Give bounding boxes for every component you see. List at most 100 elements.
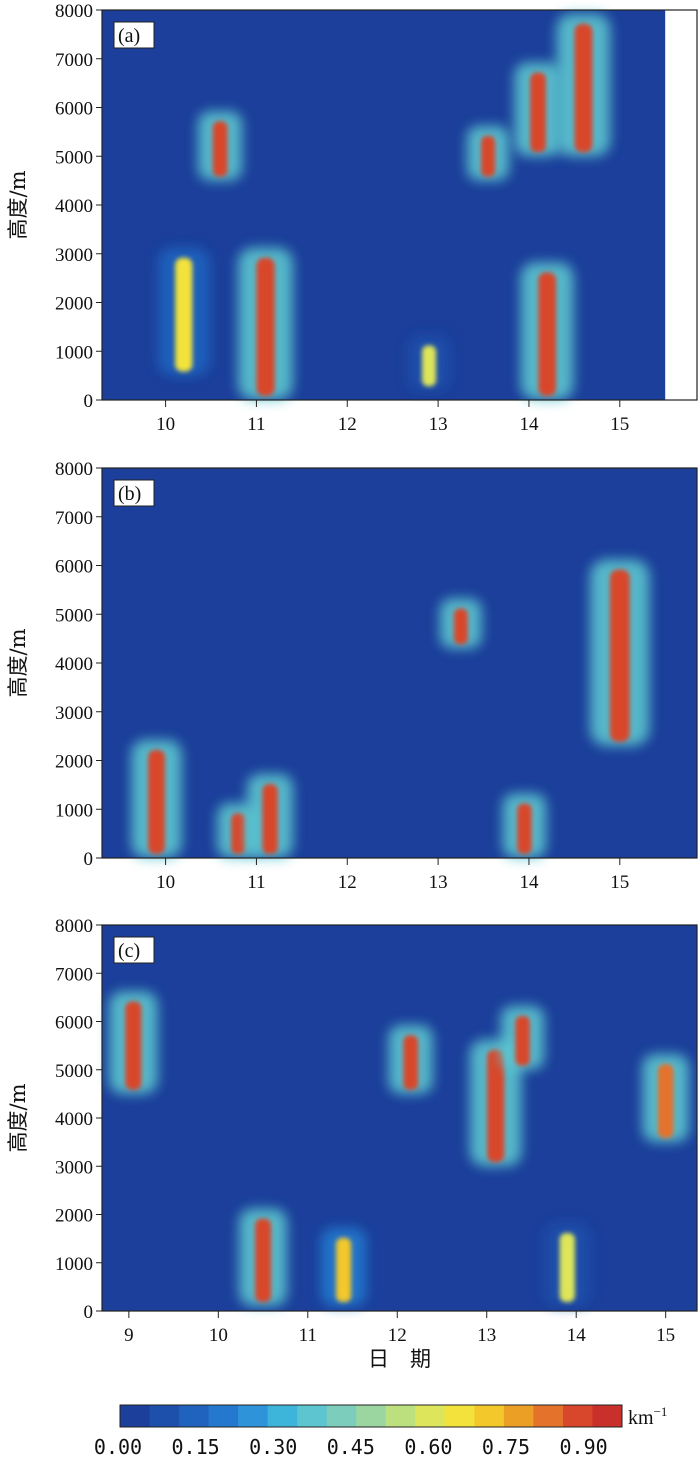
- y-tick-label: 5000: [55, 1061, 93, 1082]
- y-tick-label: 2000: [55, 1206, 93, 1227]
- colorbar-tick-label: 0.60: [404, 1435, 452, 1459]
- colorbar-cell: [179, 1405, 210, 1427]
- panel-c-feature-core: [255, 1218, 272, 1303]
- panel-a-x-ticks: 10 11 12 13 14 15: [156, 400, 629, 435]
- colorbar-tick-label: 0.75: [482, 1435, 530, 1459]
- colorbar-cell: [149, 1405, 180, 1427]
- panel-a-feature-core: [421, 345, 437, 387]
- colorbar-cell: [503, 1405, 534, 1427]
- y-tick-label: 1000: [55, 1254, 93, 1275]
- panel-b-y-ticks: 0 1000 2000 3000 4000 5000 6000 7000 8000: [55, 459, 102, 870]
- panel-b-feature-core: [148, 749, 165, 854]
- y-tick-label: 4000: [55, 654, 93, 675]
- y-tick-label: 7000: [55, 964, 93, 985]
- colorbar-tick-label: 0.30: [249, 1435, 297, 1459]
- panel-c-features: [109, 991, 690, 1307]
- y-tick-label: 7000: [55, 50, 93, 71]
- colorbar-tick-label: 0.45: [327, 1435, 375, 1459]
- panel-c-feature-core: [336, 1237, 352, 1303]
- colorbar-tick-labels: 0.00 0.15 0.30 0.45 0.60 0.75 0.90: [94, 1435, 608, 1459]
- colorbar-cell: [533, 1405, 564, 1427]
- panel-a-feature-core: [538, 272, 556, 396]
- panel-b-feature-core: [453, 608, 468, 645]
- panel-a-label: (a): [118, 25, 140, 47]
- y-tick-label: 8000: [55, 916, 93, 937]
- colorbar-cell: [297, 1405, 328, 1427]
- colorbar-cell: [238, 1405, 269, 1427]
- x-tick-label: 13: [429, 414, 448, 435]
- panel-c-feature-core: [487, 1049, 505, 1163]
- colorbar-tick-label: 0.15: [172, 1435, 220, 1459]
- panel-b-feature-core: [609, 569, 630, 742]
- panel-a-feature-core: [481, 135, 496, 177]
- colorbar-cell: [474, 1405, 505, 1427]
- y-tick-label: 0: [84, 849, 94, 870]
- panel-a-y-axis-label: 高度/m: [6, 170, 30, 239]
- colorbar-cell: [208, 1405, 239, 1427]
- y-tick-label: 2000: [55, 294, 93, 315]
- x-tick-label: 12: [388, 1325, 407, 1346]
- panel-a-y-ticks: 0 1000 2000 3000 4000 5000 6000 7000 8000: [55, 1, 102, 412]
- panel-c-feature-core: [657, 1064, 674, 1139]
- y-tick-label: 8000: [55, 459, 93, 480]
- colorbar-cell: [267, 1405, 298, 1427]
- colorbar-tick-label: 0.90: [560, 1435, 608, 1459]
- y-tick-label: 6000: [55, 99, 93, 120]
- x-tick-label: 14: [567, 1325, 587, 1346]
- panel-c: 0 1000 2000 3000 4000 5000 6000 7000 8000 9 10 11 1…: [6, 916, 698, 1371]
- x-tick-label: 11: [247, 872, 265, 893]
- x-tick-label: 11: [299, 1325, 317, 1346]
- colorbar-unit: km−1: [628, 1404, 667, 1429]
- colorbar-cell: [356, 1405, 387, 1427]
- x-tick-label: 13: [477, 1325, 496, 1346]
- panel-b: 0 1000 2000 3000 4000 5000 6000 7000 8000 10 11 12…: [6, 459, 698, 893]
- x-tick-label: 10: [156, 872, 175, 893]
- panel-c-y-ticks: 0 1000 2000 3000 4000 5000 6000 7000 8000: [55, 916, 102, 1323]
- colorbar-cell: [562, 1405, 593, 1427]
- y-tick-label: 0: [84, 1302, 94, 1323]
- panel-b-label-box: [113, 479, 155, 507]
- colorbar-unit-base: km: [628, 1407, 654, 1429]
- panel-c-feature-core: [559, 1232, 575, 1303]
- colorbar-cell: [120, 1405, 151, 1427]
- panel-b-features: [131, 559, 650, 858]
- x-tick-label: 15: [610, 872, 629, 893]
- y-tick-label: 7000: [55, 508, 93, 529]
- colorbar: 0.00 0.15 0.30 0.45 0.60 0.75 0.90 km−1: [94, 1404, 667, 1459]
- panel-b-label: (b): [118, 483, 141, 505]
- colorbar-cell: [326, 1405, 357, 1427]
- panel-c-label-box: [113, 936, 155, 964]
- x-tick-label: 15: [656, 1325, 675, 1346]
- y-tick-label: 8000: [55, 1, 93, 22]
- panel-c-feature-core: [125, 1001, 142, 1090]
- panel-a-feature-core: [175, 257, 193, 372]
- colorbar-cell: [444, 1405, 475, 1427]
- panel-a-feature-core: [530, 72, 546, 153]
- x-tick-label: 12: [338, 414, 357, 435]
- x-tick-label: 15: [610, 414, 629, 435]
- panel-c-background: [102, 925, 697, 1311]
- colorbar-tick-label: 0.00: [94, 1435, 142, 1459]
- panel-c-label: (c): [118, 940, 140, 962]
- x-axis-title: 日 期: [368, 1347, 431, 1371]
- panel-a-no-data-region: [665, 10, 697, 400]
- panel-a-label-box: [113, 21, 155, 49]
- x-tick-label: 10: [209, 1325, 228, 1346]
- y-tick-label: 5000: [55, 147, 93, 168]
- panel-c-feature-core: [403, 1035, 419, 1090]
- y-tick-label: 6000: [55, 557, 93, 578]
- y-tick-label: 5000: [55, 605, 93, 626]
- y-tick-label: 3000: [55, 1157, 93, 1178]
- colorbar-cell: [592, 1405, 623, 1427]
- panel-c-x-ticks: 9 10 11 12 13 14 15: [124, 1311, 675, 1346]
- panel-c-y-axis-label: 高度/m: [6, 1083, 30, 1152]
- x-tick-label: 12: [338, 872, 357, 893]
- y-tick-label: 6000: [55, 1013, 93, 1034]
- panel-a-feature-core: [256, 257, 275, 396]
- panel-b-feature-core: [262, 784, 278, 854]
- panel-b-feature-core: [231, 813, 246, 854]
- panel-a-feature-core: [574, 23, 593, 153]
- panel-b-y-axis-label: 高度/m: [6, 628, 30, 697]
- x-tick-label: 10: [156, 414, 175, 435]
- y-tick-label: 1000: [55, 342, 93, 363]
